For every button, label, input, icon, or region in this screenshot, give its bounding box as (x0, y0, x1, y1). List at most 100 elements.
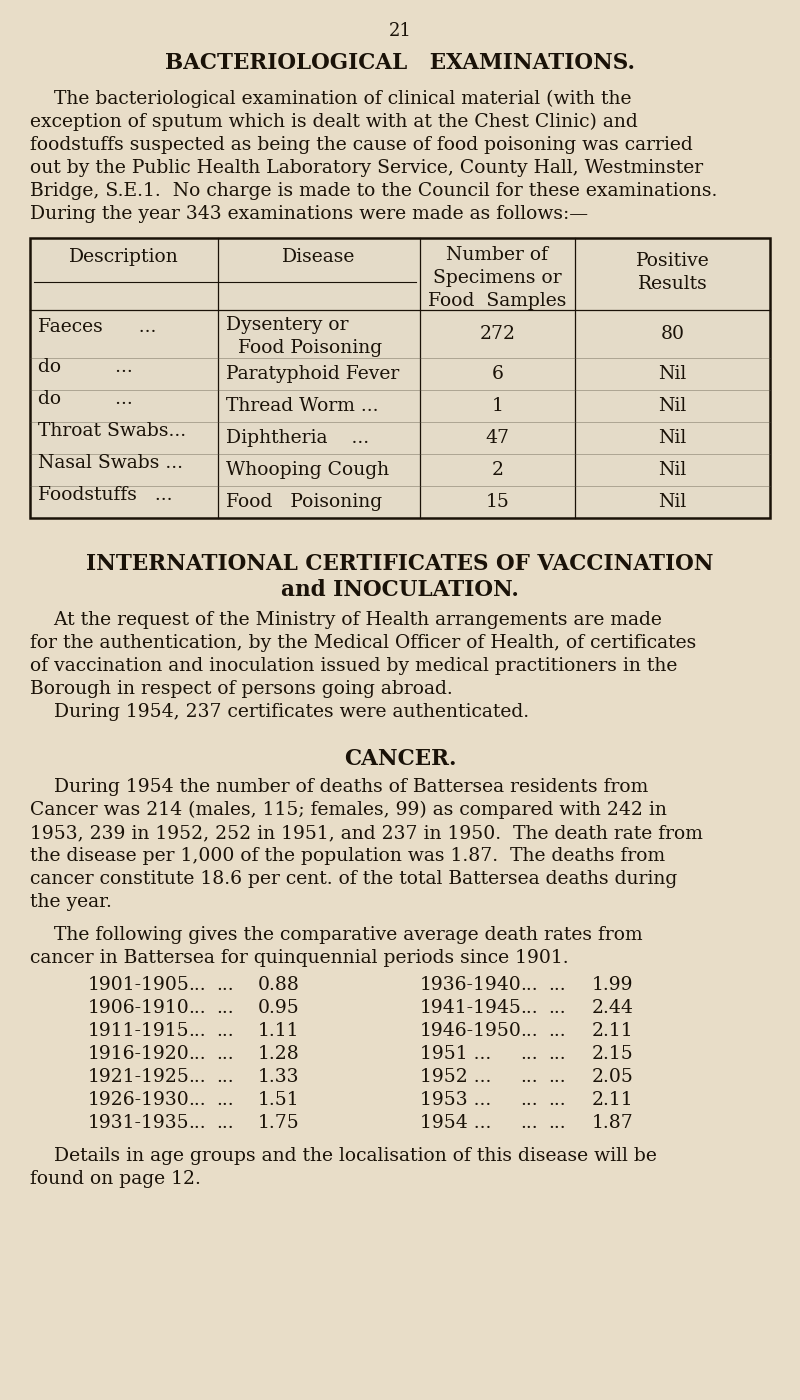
Text: 1906-1910: 1906-1910 (88, 1000, 190, 1016)
Text: Borough in respect of persons going abroad.: Borough in respect of persons going abro… (30, 680, 453, 699)
Text: out by the Public Health Laboratory Service, County Hall, Westminster: out by the Public Health Laboratory Serv… (30, 160, 703, 176)
Text: Nil: Nil (658, 428, 686, 447)
Text: During 1954, 237 certificates were authenticated.: During 1954, 237 certificates were authe… (30, 703, 529, 721)
Text: 1953, 239 in 1952, 252 in 1951, and 237 in 1950.  The death rate from: 1953, 239 in 1952, 252 in 1951, and 237 … (30, 825, 703, 841)
Text: ...: ... (520, 1068, 538, 1086)
Text: Cancer was 214 (males, 115; females, 99) as compared with 242 in: Cancer was 214 (males, 115; females, 99)… (30, 801, 667, 819)
Text: ...: ... (520, 1044, 538, 1063)
Text: 1954 ...: 1954 ... (420, 1114, 491, 1133)
Text: Nil: Nil (658, 365, 686, 384)
Text: INTERNATIONAL CERTIFICATES OF VACCINATION: INTERNATIONAL CERTIFICATES OF VACCINATIO… (86, 553, 714, 575)
Text: for the authentication, by the Medical Officer of Health, of certificates: for the authentication, by the Medical O… (30, 634, 696, 652)
Text: found on page 12.: found on page 12. (30, 1170, 201, 1189)
Text: ...: ... (548, 1068, 566, 1086)
Text: Food   Poisoning: Food Poisoning (226, 493, 382, 511)
Text: 1.99: 1.99 (592, 976, 634, 994)
Text: 2.11: 2.11 (592, 1022, 634, 1040)
Text: Nasal Swabs ...: Nasal Swabs ... (38, 454, 183, 472)
Text: 1951 ...: 1951 ... (420, 1044, 491, 1063)
Text: ...: ... (520, 976, 538, 994)
Text: ...: ... (548, 1114, 566, 1133)
Text: Nil: Nil (658, 398, 686, 414)
Text: foodstuffs suspected as being the cause of food poisoning was carried: foodstuffs suspected as being the cause … (30, 136, 693, 154)
Text: ...: ... (188, 1044, 206, 1063)
Text: 1952 ...: 1952 ... (420, 1068, 491, 1086)
Text: ...: ... (216, 1114, 234, 1133)
Text: 80: 80 (661, 325, 685, 343)
Text: 1.51: 1.51 (258, 1091, 300, 1109)
Text: Nil: Nil (658, 461, 686, 479)
Text: ...: ... (548, 976, 566, 994)
Text: ...: ... (188, 1114, 206, 1133)
Text: 1931-1935: 1931-1935 (88, 1114, 190, 1133)
Text: BACTERIOLOGICAL   EXAMINATIONS.: BACTERIOLOGICAL EXAMINATIONS. (165, 52, 635, 74)
Text: Number of
Specimens or
Food  Samples: Number of Specimens or Food Samples (428, 246, 566, 309)
Text: 1916-1920: 1916-1920 (88, 1044, 190, 1063)
Text: 1946-1950: 1946-1950 (420, 1022, 522, 1040)
Text: ...: ... (188, 1022, 206, 1040)
Text: ...: ... (188, 1000, 206, 1016)
Text: 0.95: 0.95 (258, 1000, 300, 1016)
Text: 6: 6 (491, 365, 503, 384)
Text: cancer in Battersea for quinquennial periods since 1901.: cancer in Battersea for quinquennial per… (30, 949, 569, 967)
Text: 1941-1945: 1941-1945 (420, 1000, 522, 1016)
Text: ...: ... (216, 1022, 234, 1040)
Text: Diphtheria    ...: Diphtheria ... (226, 428, 369, 447)
Text: Positive
Results: Positive Results (636, 252, 710, 293)
Text: 2.05: 2.05 (592, 1068, 634, 1086)
Text: ...: ... (548, 1000, 566, 1016)
Text: During the year 343 examinations were made as follows:—: During the year 343 examinations were ma… (30, 204, 588, 223)
Text: ...: ... (216, 976, 234, 994)
Text: 2.44: 2.44 (592, 1000, 634, 1016)
Text: ...: ... (216, 1000, 234, 1016)
Text: 1901-1905: 1901-1905 (88, 976, 190, 994)
Text: Disease: Disease (282, 248, 356, 266)
Text: Faeces      ...: Faeces ... (38, 318, 156, 336)
Bar (30, 238, 770, 518)
Text: 21: 21 (389, 22, 411, 41)
Text: Description: Description (69, 248, 179, 266)
Text: ...: ... (216, 1068, 234, 1086)
Text: 2.15: 2.15 (592, 1044, 634, 1063)
Text: of vaccination and inoculation issued by medical practitioners in the: of vaccination and inoculation issued by… (30, 657, 678, 675)
Text: Nil: Nil (658, 493, 686, 511)
Text: 1.75: 1.75 (258, 1114, 300, 1133)
Text: Details in age groups and the localisation of this disease will be: Details in age groups and the localisati… (30, 1147, 657, 1165)
Text: ...: ... (216, 1091, 234, 1109)
Text: 272: 272 (479, 325, 515, 343)
Text: 1.33: 1.33 (258, 1068, 299, 1086)
Text: ...: ... (188, 1091, 206, 1109)
Text: The following gives the comparative average death rates from: The following gives the comparative aver… (30, 925, 642, 944)
Text: do         ...: do ... (38, 358, 133, 377)
Text: Whooping Cough: Whooping Cough (226, 461, 389, 479)
Text: ...: ... (520, 1114, 538, 1133)
Text: the year.: the year. (30, 893, 112, 911)
Text: Foodstuffs   ...: Foodstuffs ... (38, 486, 173, 504)
Text: exception of sputum which is dealt with at the Chest Clinic) and: exception of sputum which is dealt with … (30, 113, 638, 132)
Text: ...: ... (548, 1044, 566, 1063)
Text: Thread Worm ...: Thread Worm ... (226, 398, 378, 414)
Text: 1: 1 (491, 398, 503, 414)
Text: 1.28: 1.28 (258, 1044, 300, 1063)
Text: and INOCULATION.: and INOCULATION. (281, 580, 519, 601)
Text: ...: ... (548, 1091, 566, 1109)
Text: Paratyphoid Fever: Paratyphoid Fever (226, 365, 399, 384)
Text: 2.11: 2.11 (592, 1091, 634, 1109)
Text: 0.88: 0.88 (258, 976, 300, 994)
Text: 15: 15 (486, 493, 510, 511)
Text: The bacteriological examination of clinical material (with the: The bacteriological examination of clini… (30, 90, 631, 108)
Text: the disease per 1,000 of the population was 1.87.  The deaths from: the disease per 1,000 of the population … (30, 847, 665, 865)
Text: At the request of the Ministry of Health arrangements are made: At the request of the Ministry of Health… (30, 610, 662, 629)
Text: During 1954 the number of deaths of Battersea residents from: During 1954 the number of deaths of Batt… (30, 778, 648, 797)
Text: ...: ... (188, 1068, 206, 1086)
Text: do         ...: do ... (38, 391, 133, 407)
Text: cancer constitute 18.6 per cent. of the total Battersea deaths during: cancer constitute 18.6 per cent. of the … (30, 869, 678, 888)
Text: 1953 ...: 1953 ... (420, 1091, 491, 1109)
Text: 47: 47 (486, 428, 510, 447)
Text: Bridge, S.E.1.  No charge is made to the Council for these examinations.: Bridge, S.E.1. No charge is made to the … (30, 182, 718, 200)
Text: CANCER.: CANCER. (344, 748, 456, 770)
Text: ...: ... (520, 1091, 538, 1109)
Text: Dysentery or
  Food Poisoning: Dysentery or Food Poisoning (226, 316, 382, 357)
Text: ...: ... (520, 1022, 538, 1040)
Text: 1.11: 1.11 (258, 1022, 299, 1040)
